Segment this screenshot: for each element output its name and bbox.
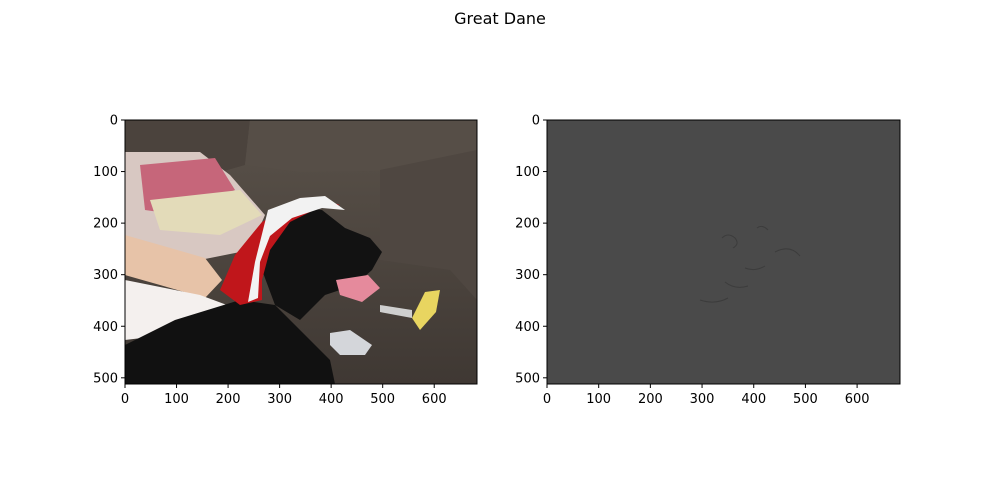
right-axis-ticks: 0 100 200 300 400 500 600 0 100 200 300 400 500 <box>515 114 869 408</box>
right-y-tick-label: 100 <box>515 165 540 180</box>
left-y-tick-label: 500 <box>93 371 118 386</box>
left-x-tick-label: 0 <box>121 392 129 407</box>
right-y-tick-label: 400 <box>515 320 540 335</box>
left-x-tick-label: 600 <box>422 392 447 407</box>
right-x-tick-label: 400 <box>741 392 766 407</box>
right-x-tick-label: 600 <box>845 392 870 407</box>
left-y-tick-label: 200 <box>93 217 118 232</box>
left-x-tick-label: 500 <box>370 392 395 407</box>
left-y-tick-label: 300 <box>93 268 118 283</box>
right-y-tick-label: 300 <box>515 268 540 283</box>
right-y-tick-label: 500 <box>515 371 540 386</box>
right-image-panel <box>547 120 900 384</box>
right-x-tick-label: 200 <box>638 392 663 407</box>
right-x-tick-label: 500 <box>793 392 818 407</box>
left-x-tick-label: 100 <box>164 392 189 407</box>
left-x-tick-label: 300 <box>267 392 292 407</box>
right-y-tick-label: 0 <box>532 114 540 129</box>
right-y-tick-label: 200 <box>515 217 540 232</box>
left-y-tick-label: 400 <box>93 320 118 335</box>
right-x-tick-label: 0 <box>543 392 551 407</box>
right-axes-frame <box>546 119 901 385</box>
figure-title: Great Dane <box>454 9 546 28</box>
left-y-tick-label: 100 <box>93 165 118 180</box>
left-axes-frame <box>124 119 478 385</box>
left-x-tick-label: 400 <box>319 392 344 407</box>
right-x-tick-label: 300 <box>690 392 715 407</box>
left-axis-ticks: 0 100 200 300 400 500 600 0 100 200 300 400 500 <box>93 114 446 408</box>
left-image-panel <box>125 120 477 384</box>
left-x-tick-label: 200 <box>216 392 241 407</box>
right-x-tick-label: 100 <box>586 392 611 407</box>
left-y-tick-label: 0 <box>110 114 118 129</box>
